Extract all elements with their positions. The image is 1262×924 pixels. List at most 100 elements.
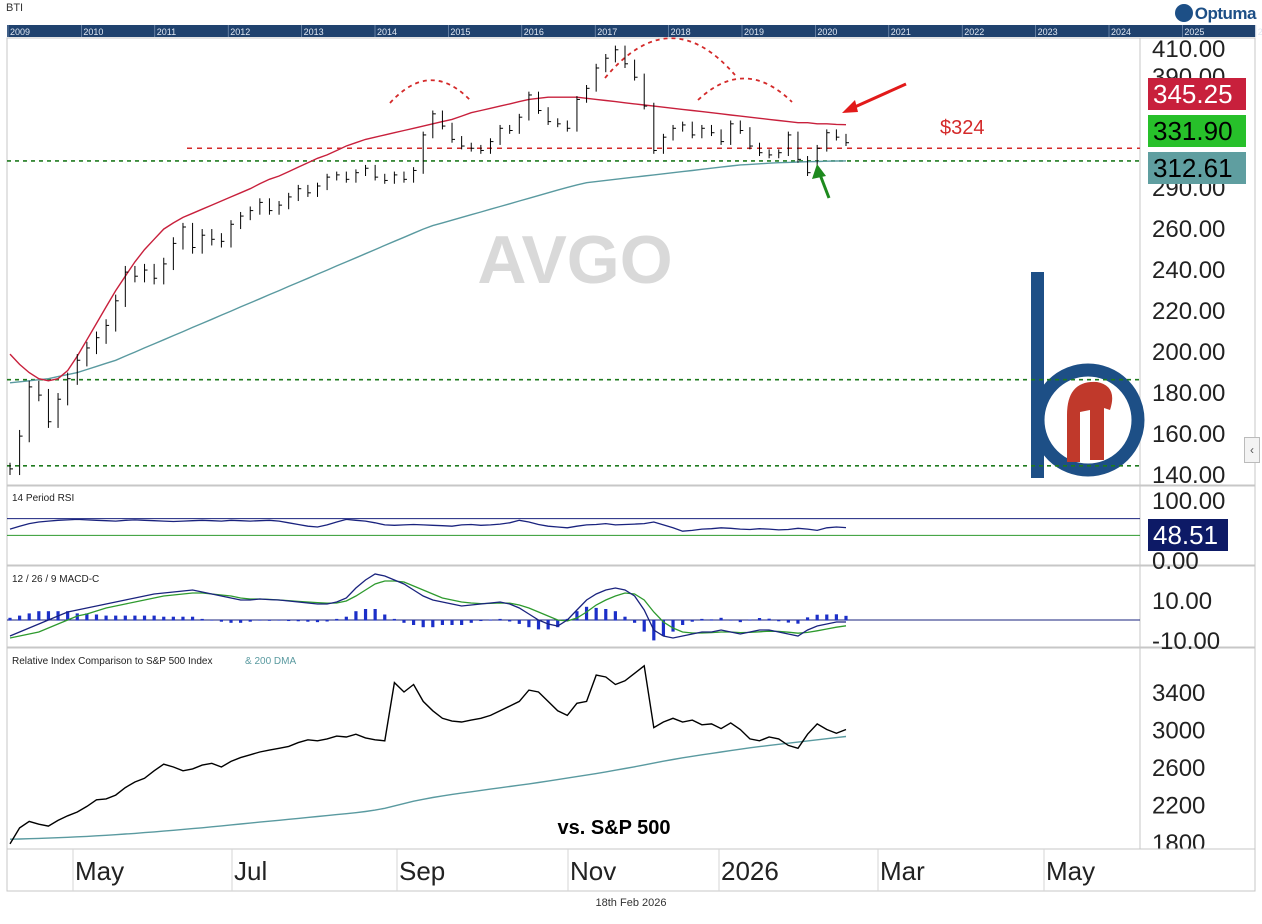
macd-panel: 12 / 26 / 9 MACD-C -10.00 10.00 xyxy=(7,573,1220,655)
macd-histogram-bar xyxy=(681,620,685,625)
macd-histogram-bar xyxy=(786,620,790,623)
macd-histogram-bar xyxy=(450,620,454,625)
macd-histogram-bar xyxy=(805,617,810,621)
x-axis-tick-label: Sep xyxy=(399,856,445,886)
macd-histogram-bar xyxy=(834,614,838,621)
macd-histogram-bar xyxy=(8,617,12,621)
macd-histogram-bar xyxy=(335,618,339,621)
macd-histogram-bar xyxy=(267,620,272,621)
macd-histogram-bar xyxy=(825,614,829,621)
macd-histogram-bar xyxy=(690,620,694,622)
relative-title: Relative Index Comparison to S&P 500 Ind… xyxy=(12,656,213,667)
ma50-line xyxy=(9,96,847,382)
collapse-panel-arrow[interactable]: ‹ xyxy=(1244,437,1260,463)
macd-histogram-bar xyxy=(748,619,752,621)
macd-histogram-bar xyxy=(171,616,175,621)
macd-histogram-bar xyxy=(325,620,329,622)
macd-histogram-bar xyxy=(729,620,733,621)
macd-histogram-bar xyxy=(287,620,291,622)
macd-histogram-bar xyxy=(796,620,800,624)
x-axis-tick-label: May xyxy=(1046,856,1095,886)
year-timeline: 2009 2010 2011 2012 2013 2014 2015 2016 2017 2018… xyxy=(7,25,1262,37)
macd-histogram-bar xyxy=(181,616,185,621)
timeline-year-label: 2017 xyxy=(597,27,617,37)
x-axis-tick-label: Nov xyxy=(570,856,616,886)
macd-histogram-bar xyxy=(344,616,348,621)
brand-logo-bowl xyxy=(1031,363,1145,477)
timeline-year-label: 2018 xyxy=(671,27,691,37)
timeline-year-label: 2020 xyxy=(817,27,837,37)
macd-histogram-bar xyxy=(700,618,704,621)
rsi-line xyxy=(9,518,847,532)
rsi-value-box xyxy=(1148,519,1228,551)
macd-histogram-bar xyxy=(623,616,627,621)
rsi-value-label: 48.51 xyxy=(1153,520,1218,550)
macd-histogram-bar xyxy=(152,615,156,621)
macd-title: 12 / 26 / 9 MACD-C xyxy=(12,574,99,585)
macd-histogram-bar xyxy=(777,620,781,622)
macd-histogram-bar xyxy=(469,620,473,623)
macd-histogram-bar xyxy=(671,620,675,632)
macd-histogram-bar xyxy=(392,618,396,621)
rsi-panel: 14 Period RSI 0.00 100.00 48.51 xyxy=(7,488,1228,575)
macd-histogram-bar xyxy=(584,606,589,621)
x-axis: May Jul Sep Nov 2026 Mar May xyxy=(6,848,1256,892)
macd-histogram-bar xyxy=(575,611,579,621)
value-box-label-ma200: 312.61 xyxy=(1153,153,1233,183)
relative-title-extra: & 200 DMA xyxy=(245,656,296,667)
x-axis-tick-label: Jul xyxy=(234,856,267,886)
timeline-year-label: 2010 xyxy=(83,27,103,37)
rsi-y-tick-label: 0.00 xyxy=(1152,548,1199,575)
green-arrow-head xyxy=(812,164,826,179)
macd-histogram-bar xyxy=(66,611,70,621)
brand-logo-mark xyxy=(1067,381,1113,462)
relative-line xyxy=(9,664,847,845)
macd-histogram-bar xyxy=(383,614,387,621)
macd-histogram-bar xyxy=(315,620,320,623)
macd-y-tick-label: -10.00 xyxy=(1152,628,1220,655)
timeline-year-label: 2019 xyxy=(744,27,764,37)
date-footer: 18th Feb 2026 xyxy=(595,897,667,909)
macd-histogram-bar xyxy=(123,615,127,621)
macd-histogram-bar xyxy=(431,620,435,628)
macd-histogram-bar xyxy=(517,620,521,624)
macd-y-tick-label: 10.00 xyxy=(1152,588,1212,615)
resistance-label: $324 xyxy=(940,117,985,139)
timeline-year-label: 2025 xyxy=(1184,27,1204,37)
macd-histogram-bar xyxy=(306,620,310,622)
relative-annotation: vs. S&P 500 xyxy=(557,817,670,839)
macd-histogram-bar xyxy=(296,620,300,622)
macd-histogram-bar xyxy=(219,620,224,622)
x-axis-tick-label: 2026 xyxy=(721,856,779,886)
macd-histogram-bar xyxy=(354,611,358,621)
timeline-year-label: 2021 xyxy=(891,27,911,37)
macd-histogram-bar xyxy=(488,619,493,621)
x-axis-frame xyxy=(6,848,1256,892)
relative-panel: Relative Index Comparison to S&P 500 Ind… xyxy=(9,656,1205,857)
macd-histogram-bar xyxy=(479,620,483,622)
value-box-price xyxy=(1148,115,1246,147)
price-y-tick-label: 140.00 xyxy=(1152,462,1225,489)
macd-histogram-bar xyxy=(37,611,41,621)
macd-histogram-bar xyxy=(277,620,281,621)
macd-histogram-bar xyxy=(508,620,512,622)
timeline-year-label: 2009 xyxy=(10,27,30,37)
relative-ma200-line xyxy=(9,735,847,840)
rsi-title: 14 Period RSI xyxy=(12,493,74,504)
timeline-year-label: 2022 xyxy=(964,27,984,37)
macd-histogram-bar xyxy=(114,615,118,621)
macd-signal-line xyxy=(9,580,847,639)
macd-histogram-bar xyxy=(239,620,243,623)
panel-frame xyxy=(6,485,1256,566)
relative-y-tick-label: 2200 xyxy=(1152,793,1205,820)
macd-histogram-bar xyxy=(709,619,714,621)
price-y-tick-label: 220.00 xyxy=(1152,298,1225,325)
relative-y-tick-label: 2600 xyxy=(1152,755,1205,782)
macd-histogram-bar xyxy=(18,615,22,621)
macd-histogram-bar xyxy=(661,620,666,636)
panel-frames xyxy=(6,37,1256,850)
macd-histogram-bar xyxy=(373,609,377,621)
macd-histogram-bar xyxy=(210,620,214,621)
timeline-year-label: 2026 xyxy=(1258,27,1262,37)
